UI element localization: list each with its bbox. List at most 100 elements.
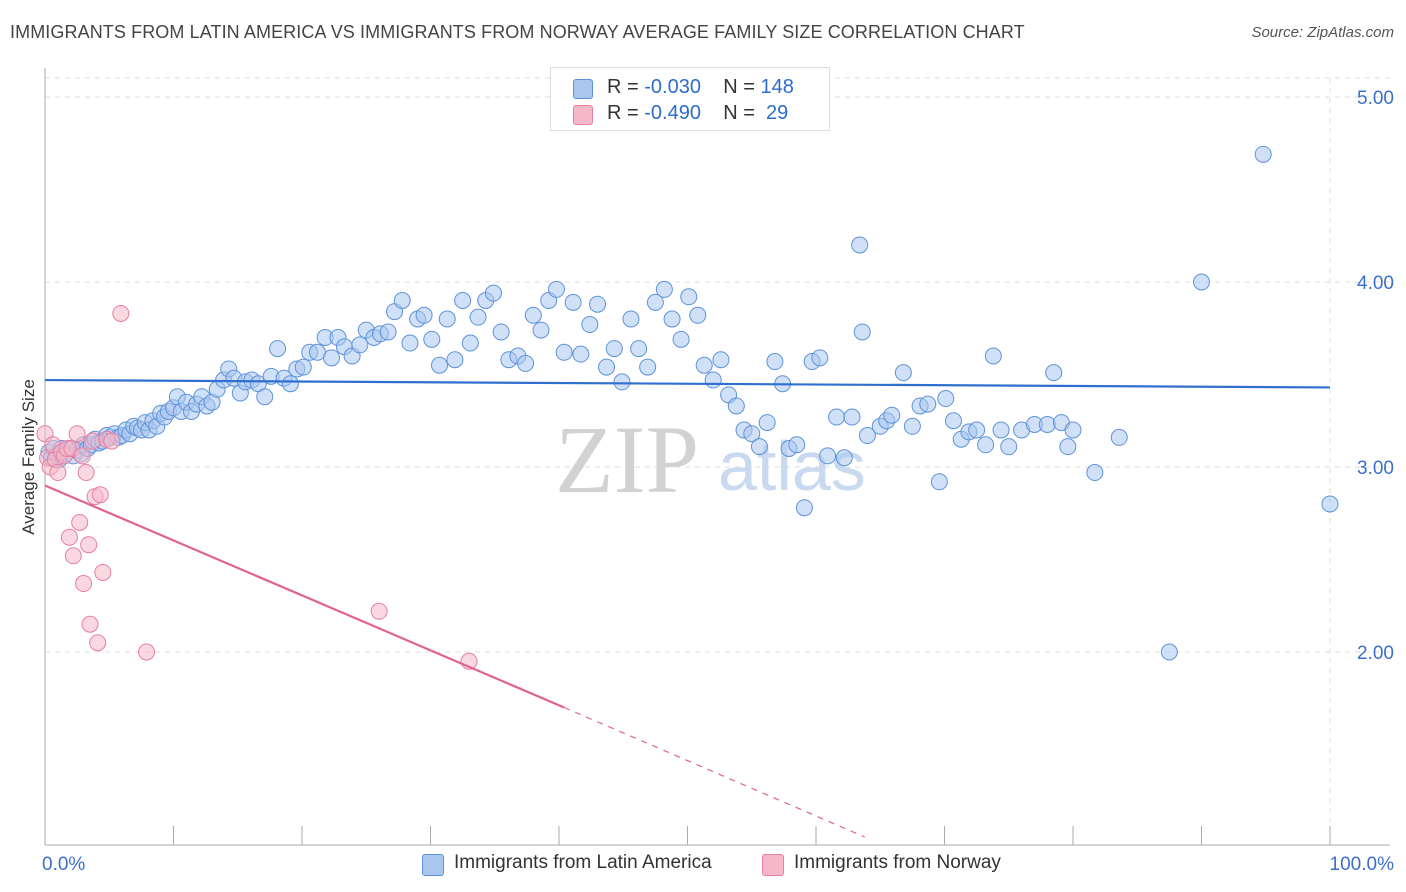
data-point-norway bbox=[84, 432, 102, 450]
data-point-latin-america bbox=[639, 358, 657, 376]
data-point-latin-america bbox=[564, 293, 582, 311]
data-point-latin-america bbox=[853, 323, 871, 341]
data-point-norway bbox=[60, 528, 78, 546]
data-point-latin-america bbox=[401, 334, 419, 352]
x-tick-label-min: 0.0% bbox=[42, 854, 85, 875]
data-point-latin-america bbox=[532, 321, 550, 339]
y-axis-label: Average Family Size bbox=[19, 379, 38, 535]
y-tick-label: 4.00 bbox=[1357, 273, 1394, 294]
data-point-latin-america bbox=[1110, 428, 1128, 446]
legend-row-latin-america: R = -0.030 N = 148 bbox=[573, 76, 794, 102]
data-point-latin-america bbox=[766, 353, 784, 371]
data-point-norway bbox=[81, 615, 99, 633]
data-point-norway bbox=[68, 425, 86, 443]
data-point-latin-america bbox=[663, 310, 681, 328]
data-point-latin-america bbox=[851, 236, 869, 254]
data-point-latin-america bbox=[461, 334, 479, 352]
data-point-latin-america bbox=[484, 284, 502, 302]
legend-swatch-pink bbox=[762, 854, 784, 876]
data-point-norway bbox=[73, 447, 91, 465]
data-point-norway bbox=[80, 536, 98, 554]
data-point-latin-america bbox=[393, 292, 411, 309]
data-point-latin-america bbox=[492, 323, 510, 341]
data-point-norway bbox=[138, 643, 156, 661]
correlation-legend: R = -0.030 N = 148 R = -0.490 N = 29 bbox=[550, 67, 830, 131]
data-point-latin-america bbox=[269, 340, 287, 358]
data-point-latin-america bbox=[919, 395, 937, 413]
data-point-latin-america bbox=[795, 499, 813, 517]
legend-swatch-blue bbox=[573, 79, 593, 99]
data-point-latin-america bbox=[1059, 438, 1077, 456]
data-point-norway bbox=[64, 547, 82, 565]
data-point-latin-america bbox=[469, 308, 487, 326]
data-point-latin-america bbox=[819, 447, 837, 465]
data-point-latin-america bbox=[1254, 145, 1272, 163]
data-point-latin-america bbox=[704, 371, 722, 389]
data-point-latin-america bbox=[379, 323, 397, 341]
data-point-latin-america bbox=[598, 358, 616, 376]
data-point-latin-america bbox=[1045, 364, 1063, 382]
data-point-latin-america bbox=[454, 292, 472, 309]
data-point-norway bbox=[103, 432, 121, 450]
data-point-latin-america bbox=[883, 406, 901, 424]
data-point-latin-america bbox=[788, 436, 806, 454]
data-point-latin-america bbox=[727, 397, 745, 415]
legend-text: R = -0.030 N = 148 bbox=[607, 76, 794, 98]
data-point-latin-america bbox=[743, 425, 761, 443]
legend-swatch-blue bbox=[422, 854, 444, 876]
data-point-latin-america bbox=[581, 316, 599, 334]
data-point-latin-america bbox=[630, 340, 648, 358]
data-point-latin-america bbox=[758, 414, 776, 432]
data-point-latin-america bbox=[1160, 643, 1178, 661]
data-point-latin-america bbox=[672, 330, 690, 348]
data-point-latin-america bbox=[423, 330, 441, 348]
data-point-latin-america bbox=[1193, 273, 1210, 291]
data-point-latin-america bbox=[930, 473, 948, 491]
data-point-latin-america bbox=[622, 310, 640, 328]
watermark-zip: ZIP bbox=[555, 406, 699, 513]
data-point-latin-america bbox=[835, 449, 853, 467]
data-point-latin-america bbox=[655, 280, 673, 298]
data-point-latin-america bbox=[351, 336, 369, 354]
tick-labels: 2.00 3.00 4.00 5.00 0.0% 100.0% bbox=[42, 88, 1394, 875]
y-tick-label: 5.00 bbox=[1357, 88, 1394, 109]
data-point-latin-america bbox=[992, 421, 1010, 439]
data-point-latin-america bbox=[438, 310, 456, 328]
data-point-latin-america bbox=[858, 427, 876, 445]
data-point-norway bbox=[71, 514, 89, 531]
legend-swatch-pink bbox=[573, 105, 593, 125]
data-point-latin-america bbox=[828, 408, 846, 426]
data-point-latin-america bbox=[281, 375, 299, 393]
legend-label: Immigrants from Latin America bbox=[454, 852, 712, 873]
data-point-latin-america bbox=[555, 343, 573, 361]
data-point-norway bbox=[75, 575, 93, 593]
data-point-latin-america bbox=[968, 421, 986, 439]
data-point-latin-america bbox=[256, 388, 274, 406]
chart-title: IMMIGRANTS FROM LATIN AMERICA VS IMMIGRA… bbox=[10, 22, 1025, 42]
data-point-latin-america bbox=[689, 306, 707, 324]
data-point-latin-america bbox=[894, 364, 912, 382]
data-point-latin-america bbox=[680, 288, 698, 306]
data-point-latin-america bbox=[937, 390, 955, 408]
data-point-latin-america bbox=[695, 356, 713, 374]
trend-line-norway-extension bbox=[563, 706, 866, 838]
y-tick-label: 2.00 bbox=[1357, 643, 1394, 664]
watermark: ZIP atlas bbox=[555, 406, 866, 513]
data-point-latin-america bbox=[446, 351, 464, 369]
data-point-latin-america bbox=[613, 373, 631, 391]
data-point-latin-america bbox=[646, 293, 664, 311]
trend-line-norway bbox=[44, 484, 565, 709]
data-point-latin-america bbox=[572, 345, 590, 363]
data-point-latin-america bbox=[589, 295, 607, 313]
data-point-latin-america bbox=[430, 356, 448, 374]
series-norway-points bbox=[36, 304, 478, 670]
data-point-latin-america bbox=[517, 354, 535, 372]
data-point-norway bbox=[94, 563, 112, 581]
data-point-latin-america bbox=[984, 347, 1002, 365]
data-point-latin-america bbox=[903, 417, 921, 435]
data-point-latin-america bbox=[294, 358, 312, 376]
data-point-latin-america bbox=[944, 412, 962, 430]
data-point-norway bbox=[112, 304, 130, 322]
data-point-norway bbox=[370, 602, 388, 620]
